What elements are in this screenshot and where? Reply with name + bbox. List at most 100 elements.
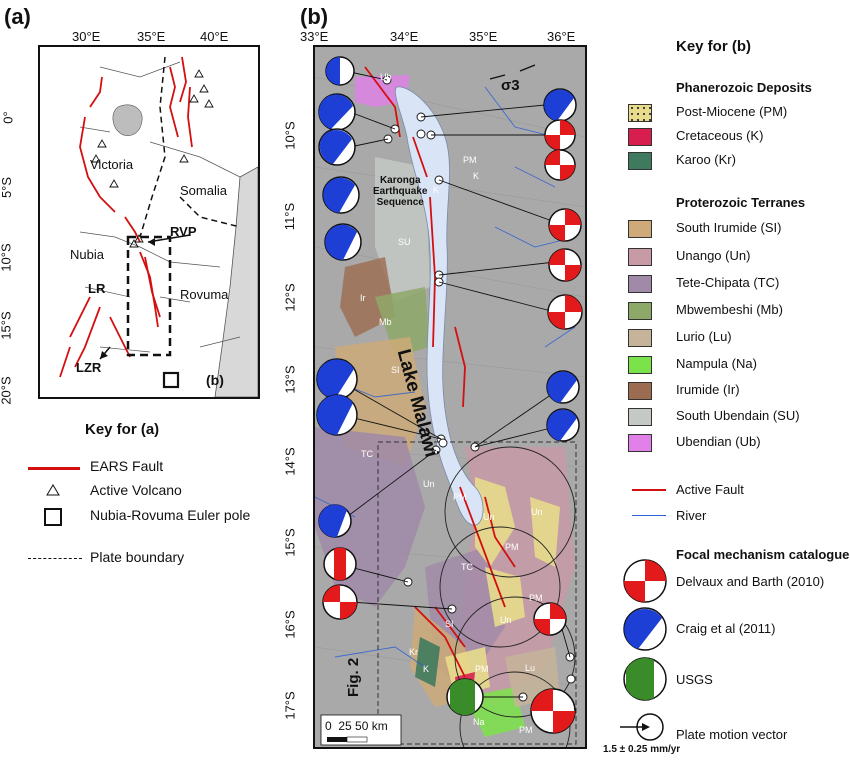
swatch-lu (628, 329, 652, 347)
key-usgs: USGS (676, 672, 713, 687)
key-karoo: Karoo (Kr) (676, 152, 736, 167)
label-un2: Un (483, 512, 495, 522)
x-tick-36e: 36°E (547, 29, 576, 44)
swatch-kr (628, 152, 652, 170)
label-karonga: Karonga Earthquake Sequence (373, 175, 428, 208)
plate-motion-value: 1.5 ± 0.25 mm/yr (603, 744, 681, 755)
key-nampula: Nampula (Na) (676, 356, 757, 371)
ears-fault-symbol (28, 467, 80, 470)
x-tick-40e: 40°E (200, 29, 229, 44)
swatch-pm (628, 104, 652, 122)
y-tick-0: 0° (0, 111, 16, 124)
key-a-title: Key for (a) (85, 421, 160, 438)
focal-blue-4 (322, 176, 360, 214)
y-tick-b-13s: 13°S (282, 365, 298, 394)
label-rovuma: Rovuma (180, 287, 229, 302)
plate-motion-vector-icon (620, 713, 664, 741)
panel-b-label: (b) (300, 4, 329, 29)
label-nubia: Nubia (70, 247, 104, 262)
label-un4: Un (500, 615, 512, 625)
label-pm2: PM (505, 542, 519, 552)
focal-red-legend-icon (623, 559, 667, 603)
label-victoria: Victoria (90, 157, 134, 172)
y-tick-b-17s: 17°S (282, 691, 298, 720)
x-tick-35e: 35°E (137, 29, 166, 44)
y-tick-b-11s: 11°S (282, 202, 298, 231)
key-plate-boundary: Plate boundary (90, 549, 185, 565)
key-post-miocene: Post-Miocene (PM) (676, 104, 788, 119)
label-fig2: Fig. 2 (345, 657, 362, 697)
label-k: K (423, 664, 430, 674)
swatch-ir (628, 382, 652, 400)
volcano-markers (91, 69, 214, 248)
key-lurio: Lurio (Lu) (676, 329, 732, 344)
key-south-irumide: South Irumide (SI) (676, 220, 782, 235)
label-pm-top: PM (463, 155, 477, 165)
swatch-un (628, 248, 652, 266)
panel-a-label: (a) (4, 4, 31, 29)
label-su: SU (398, 237, 411, 247)
key-euler-pole: Nubia-Rovuma Euler pole (90, 507, 251, 523)
key-active-volcano: Active Volcano (90, 482, 182, 498)
label-rvp: RVP (170, 224, 197, 239)
focal-blue-6 (543, 88, 577, 122)
key-unango: Unango (Un) (676, 248, 751, 263)
focal-mechanisms (316, 56, 583, 734)
focal-red-9 (530, 688, 576, 734)
focal-blue-11 (318, 504, 352, 538)
focal-blue-2 (318, 93, 356, 131)
label-k-top: K (473, 171, 480, 181)
swatch-tc (628, 275, 652, 293)
phanerozoic-title: Phanerozoic Deposits (676, 80, 812, 95)
label-somalia: Somalia (180, 183, 227, 198)
x-tick-33e: 33°E (300, 29, 329, 44)
key-delvaux: Delvaux and Barth (2010) (676, 574, 825, 589)
focal-green-legend-icon (623, 657, 667, 701)
key-south-ubendain: South Ubendain (SU) (676, 408, 800, 423)
key-b-title: Key for (b) (676, 38, 751, 55)
active-fault-symbol (632, 489, 666, 491)
label-tc2: TC (461, 562, 473, 572)
label-pm4: PM (475, 664, 489, 674)
scale-bar-label: 0 25 50 km (325, 719, 388, 733)
key-active-fault: Active Fault (676, 482, 744, 497)
plate-boundary-symbol (28, 558, 82, 559)
focal-red-1 (544, 119, 576, 151)
y-tick-10s: 10°S (0, 243, 14, 272)
y-tick-b-16s: 16°S (282, 610, 298, 639)
key-mbwembeshi: Mbwembeshi (Mb) (676, 302, 783, 317)
swatch-si (628, 220, 652, 238)
y-tick-b-12s: 12°S (282, 283, 298, 312)
focal-red-7 (322, 584, 358, 620)
label-si: SI (391, 365, 400, 375)
focal-red-5 (547, 294, 583, 330)
focal-red-8 (533, 602, 567, 636)
focal-red-4 (548, 248, 582, 282)
focal-blue-5 (324, 223, 362, 261)
swatch-na (628, 356, 652, 374)
label-lu: Lu (525, 663, 536, 673)
label-pm3: PM (529, 593, 543, 603)
label-ub: Ub (380, 72, 392, 82)
x-tick-34e: 34°E (390, 29, 419, 44)
volcano-symbol-icon (46, 484, 60, 496)
focal-red-6 (323, 547, 357, 581)
label-lr: LR (88, 281, 106, 296)
swatch-su (628, 408, 652, 426)
key-irumide: Irumide (Ir) (676, 382, 740, 397)
x-tick-30e: 30°E (72, 29, 101, 44)
focal-blue-legend-icon (623, 607, 667, 651)
label-pm5: PM (519, 725, 533, 735)
y-tick-b-14s: 14°S (282, 447, 298, 476)
focal-blue-8 (316, 394, 358, 436)
y-tick-20s: 20°S (0, 376, 14, 405)
label-ir: Ir (360, 293, 366, 303)
focal-blue-1 (325, 56, 355, 86)
focal-blue-9 (546, 370, 580, 404)
key-river: River (676, 508, 707, 523)
focal-blue-3 (318, 128, 356, 166)
swatch-k (628, 128, 652, 146)
key-ubendian: Ubendian (Ub) (676, 434, 761, 449)
label-mb: Mb (379, 317, 392, 327)
label-lzr: LZR (76, 360, 102, 375)
